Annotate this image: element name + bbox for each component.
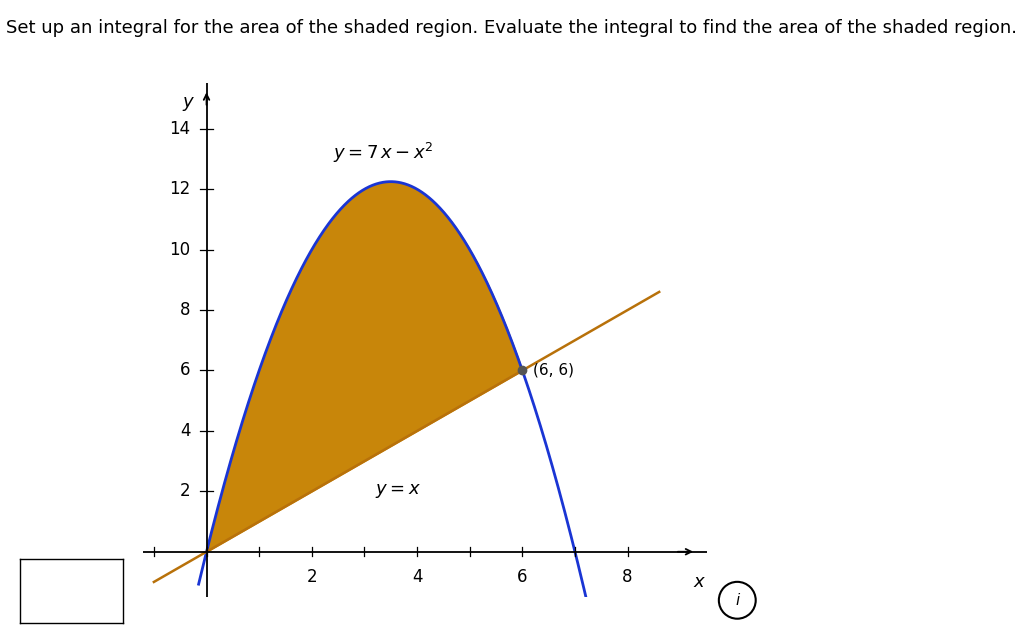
Text: (6, 6): (6, 6)	[532, 363, 573, 378]
Text: 4: 4	[412, 568, 422, 586]
Text: y: y	[182, 92, 194, 110]
Text: 4: 4	[180, 422, 190, 440]
Text: i: i	[735, 593, 739, 608]
Text: 8: 8	[180, 301, 190, 319]
Text: 6: 6	[517, 568, 527, 586]
Text: $y = 7\,x - x^2$: $y = 7\,x - x^2$	[333, 141, 433, 165]
Text: x: x	[693, 573, 703, 591]
Text: Set up an integral for the area of the shaded region. Evaluate the integral to f: Set up an integral for the area of the s…	[6, 19, 1018, 37]
Text: 12: 12	[170, 180, 190, 198]
Text: 2: 2	[180, 482, 190, 500]
Text: 6: 6	[180, 361, 190, 379]
Text: $y = x$: $y = x$	[375, 482, 421, 500]
Text: 2: 2	[306, 568, 317, 586]
Text: 10: 10	[170, 241, 190, 259]
Text: 14: 14	[170, 120, 190, 138]
Text: 8: 8	[623, 568, 633, 586]
